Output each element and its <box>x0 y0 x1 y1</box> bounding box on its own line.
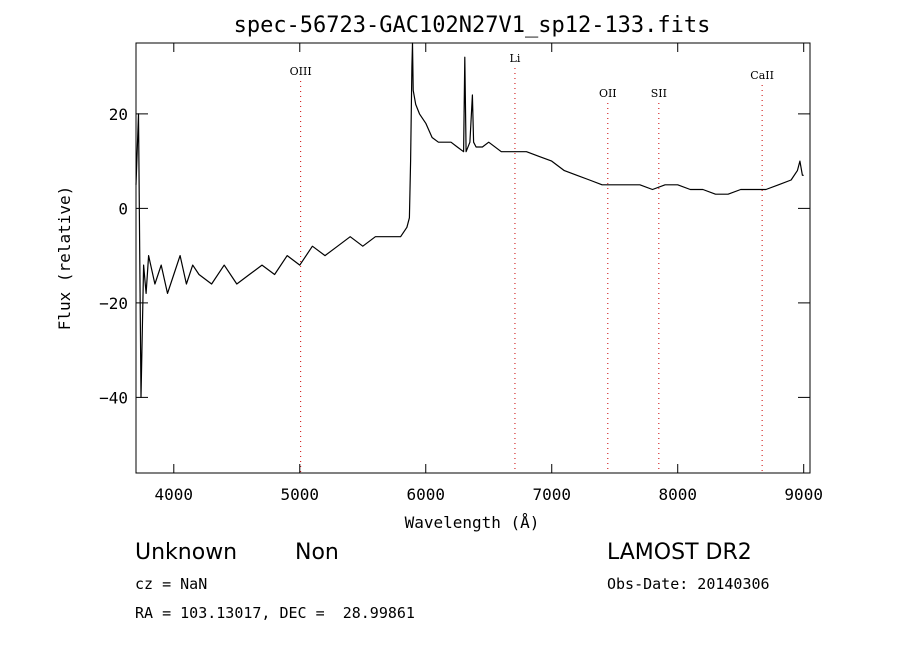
x-tick-label: 9000 <box>784 485 823 504</box>
y-tick-label: 20 <box>109 105 128 124</box>
survey-name: LAMOST DR2 <box>607 540 752 565</box>
axis-ticks: 4000 5000 6000 7000 8000 9000 −40 −20 0 20 <box>99 43 823 504</box>
obs-date-text: Obs-Date: 20140306 <box>607 575 770 593</box>
plot-frame <box>135 42 811 474</box>
y-tick-label: 0 <box>118 199 128 218</box>
x-axis-label: Wavelength (Å) <box>405 513 540 532</box>
x-tick-label: 7000 <box>532 485 571 504</box>
chart-title: spec-56723-GAC102N27V1_sp12-133.fits <box>234 13 711 38</box>
x-tick-label: 5000 <box>281 485 320 504</box>
spectrum-series <box>135 42 804 398</box>
spectrum-line <box>135 42 804 398</box>
y-tick-label: −20 <box>99 294 128 313</box>
spectral-class: Unknown <box>135 540 238 565</box>
line-marker-label: OII <box>599 87 617 100</box>
x-tick-label: 4000 <box>155 485 194 504</box>
line-marker-label: OIII <box>290 65 312 78</box>
y-axis-label: Flux (relative) <box>55 186 74 331</box>
line-marker-label: Li <box>510 52 521 65</box>
x-tick-label: 6000 <box>406 485 445 504</box>
emission-line-markers: OIII Li OII SII CaII <box>290 52 774 473</box>
coordinates-text: RA = 103.13017, DEC = 28.99861 <box>135 604 415 622</box>
line-marker-label: SII <box>651 87 667 100</box>
spectral-subclass: Non <box>295 540 339 565</box>
y-tick-label: −40 <box>99 388 128 407</box>
x-tick-label: 8000 <box>658 485 697 504</box>
redshift-text: cz = NaN <box>135 575 208 593</box>
line-marker-label: CaII <box>750 69 774 82</box>
